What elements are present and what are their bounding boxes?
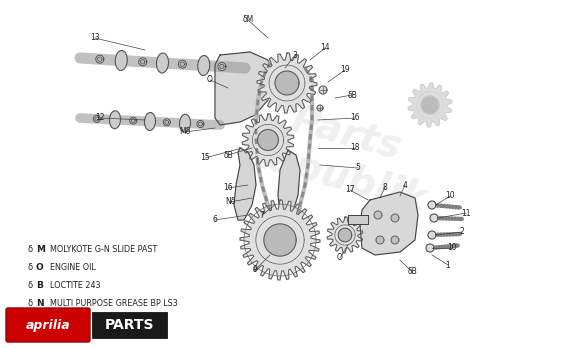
Ellipse shape: [157, 53, 169, 73]
Polygon shape: [428, 231, 436, 239]
Text: MOLYKOTE G-N SLIDE PAST: MOLYKOTE G-N SLIDE PAST: [50, 245, 157, 254]
Polygon shape: [317, 105, 323, 111]
Text: δM: δM: [242, 16, 254, 24]
Ellipse shape: [144, 112, 156, 130]
Polygon shape: [180, 62, 185, 66]
Text: 1: 1: [446, 261, 450, 269]
Polygon shape: [197, 120, 204, 127]
Polygon shape: [240, 200, 320, 280]
Text: δ: δ: [28, 300, 36, 308]
Polygon shape: [421, 96, 439, 114]
Text: B: B: [36, 282, 43, 291]
Text: 2: 2: [459, 228, 465, 237]
Text: Nδ: Nδ: [225, 198, 235, 206]
Text: O: O: [337, 253, 343, 262]
Polygon shape: [130, 117, 137, 124]
Polygon shape: [198, 122, 202, 126]
Text: δ: δ: [28, 282, 36, 291]
Text: Parts
Republik: Parts Republik: [238, 91, 442, 219]
Polygon shape: [408, 83, 452, 127]
Text: 3: 3: [292, 50, 298, 60]
Polygon shape: [360, 192, 418, 255]
Polygon shape: [95, 117, 99, 121]
Bar: [348, 215, 368, 224]
Bar: [92, 312, 167, 338]
Polygon shape: [264, 224, 296, 256]
Text: 5: 5: [356, 164, 360, 173]
Ellipse shape: [115, 50, 127, 71]
FancyBboxPatch shape: [6, 308, 90, 342]
Text: δ: δ: [28, 263, 36, 272]
Polygon shape: [275, 71, 299, 95]
Text: ENGINE OIL: ENGINE OIL: [50, 263, 96, 272]
Polygon shape: [131, 119, 135, 122]
Polygon shape: [278, 150, 300, 218]
Polygon shape: [374, 211, 382, 219]
Polygon shape: [165, 120, 169, 124]
Polygon shape: [164, 119, 170, 126]
Text: N: N: [36, 300, 44, 308]
Text: O: O: [36, 263, 44, 272]
Text: 8: 8: [382, 182, 388, 191]
Polygon shape: [319, 86, 327, 94]
Polygon shape: [257, 53, 317, 113]
Polygon shape: [139, 58, 146, 66]
Text: 10: 10: [445, 191, 455, 200]
Text: MULTI PURPOSE GREASE BP LS3: MULTI PURPOSE GREASE BP LS3: [50, 300, 178, 308]
Polygon shape: [219, 64, 224, 69]
Text: LOCTITE 243: LOCTITE 243: [50, 282, 100, 291]
Text: 16: 16: [223, 183, 233, 192]
Text: 6: 6: [213, 215, 217, 224]
Polygon shape: [426, 244, 434, 252]
Polygon shape: [178, 60, 186, 68]
Text: δ: δ: [28, 245, 36, 254]
Polygon shape: [258, 129, 278, 150]
Polygon shape: [97, 57, 102, 61]
Polygon shape: [215, 52, 272, 125]
Text: PARTS: PARTS: [105, 318, 154, 332]
Text: 16: 16: [350, 113, 360, 122]
Ellipse shape: [198, 56, 210, 76]
Polygon shape: [391, 214, 399, 222]
Text: δB: δB: [407, 268, 417, 277]
Polygon shape: [96, 55, 104, 63]
Text: 4: 4: [402, 181, 408, 190]
Text: 17: 17: [345, 185, 355, 195]
Text: 10: 10: [447, 244, 457, 253]
Text: Mδ: Mδ: [180, 127, 190, 136]
Text: 11: 11: [461, 208, 471, 218]
Text: 9: 9: [253, 266, 258, 275]
Polygon shape: [391, 236, 399, 244]
Text: O: O: [207, 76, 213, 85]
Ellipse shape: [180, 114, 190, 132]
Polygon shape: [327, 217, 363, 253]
Text: δB: δB: [347, 90, 357, 100]
Text: 13: 13: [90, 33, 100, 42]
Text: M: M: [36, 245, 45, 254]
Text: 12: 12: [95, 113, 105, 122]
Text: 14: 14: [320, 44, 330, 53]
Text: aprilia: aprilia: [26, 318, 70, 332]
Text: 7: 7: [259, 211, 264, 220]
Polygon shape: [376, 236, 384, 244]
Polygon shape: [93, 115, 100, 122]
Polygon shape: [430, 214, 438, 222]
Text: 15: 15: [200, 153, 210, 163]
Text: 18: 18: [350, 143, 360, 152]
Ellipse shape: [109, 111, 120, 129]
Text: 19: 19: [340, 65, 350, 74]
Polygon shape: [338, 228, 352, 242]
Polygon shape: [218, 63, 226, 71]
Polygon shape: [242, 114, 294, 166]
Text: δB: δB: [223, 150, 233, 159]
Polygon shape: [141, 60, 145, 64]
Polygon shape: [428, 201, 436, 209]
Polygon shape: [234, 148, 256, 220]
